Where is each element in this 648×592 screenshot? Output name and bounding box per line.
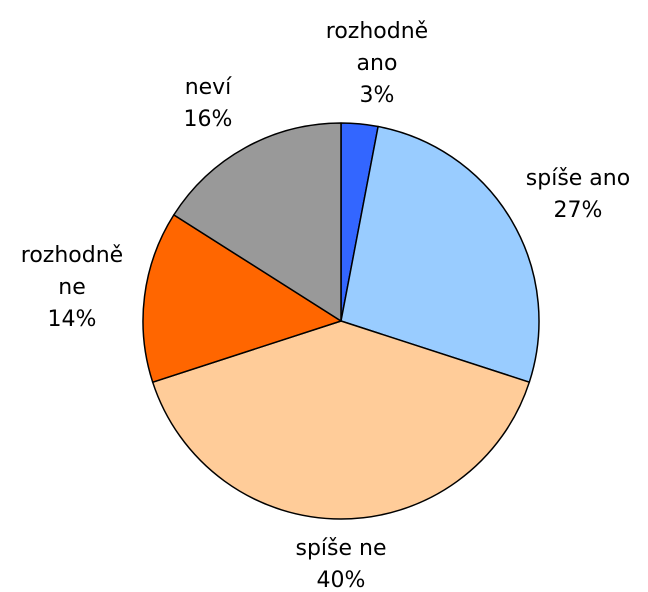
value-label: 27% <box>553 198 603 223</box>
value-label: 16% <box>183 107 233 132</box>
slice-label: spíše ne 40% <box>251 533 431 592</box>
value-label: 14% <box>47 307 97 332</box>
value-label: 3% <box>359 83 395 108</box>
pie-slice <box>340 125 540 383</box>
category-label: rozhodně ano <box>325 19 429 76</box>
slice-label: neví 16% <box>148 72 268 136</box>
pie-slice <box>151 320 531 520</box>
slice-label: spíše ano 27% <box>498 163 648 227</box>
pie-slice <box>173 122 342 322</box>
value-label: 40% <box>316 568 366 592</box>
slice-label: rozhodně ano 3% <box>307 16 447 112</box>
category-label: rozhodně ne <box>20 243 124 300</box>
pie-slice <box>142 214 342 383</box>
category-label: spíše ano <box>525 166 631 191</box>
category-label: spíše ne <box>295 536 387 561</box>
slice-label: rozhodně ne 14% <box>7 240 137 336</box>
category-label: neví <box>184 75 232 100</box>
